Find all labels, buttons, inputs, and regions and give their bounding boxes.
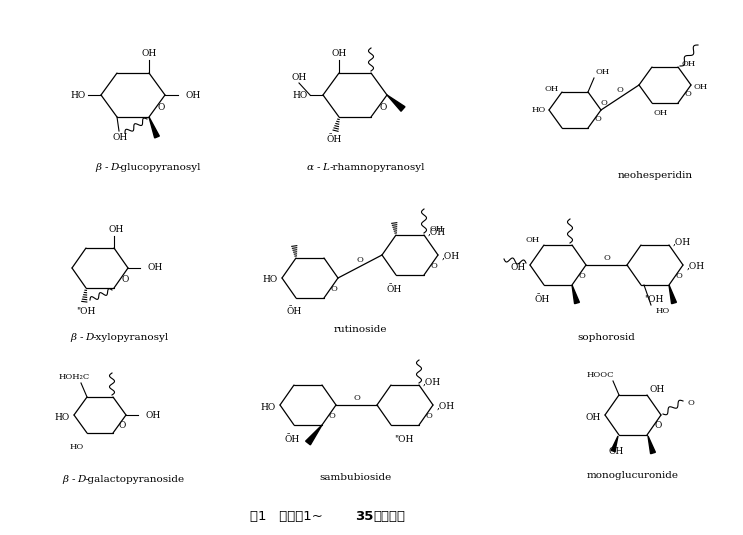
Text: O: O: [600, 99, 608, 107]
Text: OH: OH: [596, 68, 610, 76]
Text: OH: OH: [141, 50, 157, 58]
Text: D: D: [110, 163, 118, 172]
Text: monoglucuronide: monoglucuronide: [587, 470, 679, 479]
Text: OH: OH: [526, 236, 540, 244]
Polygon shape: [572, 285, 580, 304]
Text: HO: HO: [263, 276, 278, 285]
Text: O: O: [380, 103, 386, 111]
Text: O: O: [675, 272, 682, 280]
Polygon shape: [149, 117, 159, 138]
Text: -glucopyranosyl: -glucopyranosyl: [118, 163, 201, 172]
Text: ,OH: ,OH: [442, 251, 460, 261]
Text: O: O: [353, 394, 360, 402]
Polygon shape: [648, 436, 655, 454]
Text: O: O: [684, 90, 691, 98]
Text: O: O: [617, 87, 623, 95]
Text: O: O: [121, 274, 129, 284]
Text: ŌH: ŌH: [386, 285, 402, 294]
Text: ŌH: ŌH: [326, 135, 342, 144]
Text: ŌH: ŌH: [285, 434, 299, 444]
Text: HO: HO: [532, 106, 546, 114]
Text: O: O: [579, 272, 585, 280]
Text: HO: HO: [70, 443, 84, 451]
Text: O: O: [331, 285, 337, 293]
Text: D: D: [77, 475, 85, 484]
Text: "OH: "OH: [77, 308, 96, 317]
Text: O: O: [655, 422, 662, 431]
Text: 的结构式: 的结构式: [373, 509, 405, 523]
Text: ŌH: ŌH: [286, 308, 302, 317]
Text: "OH: "OH: [394, 434, 413, 444]
Text: OH: OH: [585, 412, 601, 422]
Text: O: O: [687, 399, 694, 407]
Text: HOOC: HOOC: [587, 371, 614, 379]
Text: O: O: [357, 256, 363, 264]
Text: ŌH: ŌH: [534, 294, 550, 303]
Polygon shape: [669, 285, 676, 304]
Text: O: O: [430, 262, 438, 270]
Text: β: β: [95, 163, 101, 172]
Text: -: -: [72, 475, 76, 484]
Text: "OH: "OH: [644, 294, 663, 303]
Text: -rhamnopyranosyl: -rhamnopyranosyl: [330, 163, 426, 172]
Text: HO: HO: [656, 307, 670, 315]
Text: neohesperidin: neohesperidin: [617, 171, 692, 180]
Text: sophorosid: sophorosid: [577, 332, 635, 341]
Text: OH: OH: [609, 447, 623, 455]
Text: -: -: [105, 163, 108, 172]
Text: O: O: [426, 412, 432, 420]
Text: rutinoside: rutinoside: [334, 325, 387, 334]
Text: OH: OH: [291, 73, 307, 81]
Text: OH: OH: [186, 90, 201, 100]
Text: OH: OH: [681, 60, 695, 68]
Text: O: O: [594, 115, 601, 123]
Text: O: O: [603, 254, 610, 262]
Text: HOH₂C: HOH₂C: [59, 373, 90, 381]
Text: OH: OH: [146, 410, 161, 419]
Text: OH: OH: [650, 386, 665, 394]
Text: α: α: [307, 163, 314, 172]
Text: OH: OH: [148, 264, 163, 272]
Text: L: L: [322, 163, 329, 172]
Text: O: O: [158, 103, 165, 111]
Text: ,OH: ,OH: [673, 238, 691, 247]
Polygon shape: [305, 425, 322, 445]
Text: O: O: [119, 421, 126, 430]
Text: HO: HO: [261, 402, 276, 411]
Text: ,OH: ,OH: [687, 262, 705, 271]
Polygon shape: [611, 436, 618, 452]
Text: HO: HO: [293, 90, 308, 100]
Text: D: D: [85, 333, 94, 342]
Text: OH: OH: [510, 263, 526, 271]
Text: O: O: [328, 412, 335, 420]
Text: 35: 35: [355, 509, 374, 523]
Text: ,OH: ,OH: [423, 378, 441, 386]
Text: -xylopyranosyl: -xylopyranosyl: [93, 333, 169, 342]
Text: HO: HO: [55, 412, 70, 422]
Text: -galactopyranoside: -galactopyranoside: [85, 475, 185, 484]
Text: ,OH: ,OH: [428, 227, 446, 236]
Text: OH: OH: [108, 225, 123, 234]
Text: ,OH: ,OH: [437, 401, 455, 410]
Text: β: β: [62, 475, 68, 484]
Text: OH: OH: [112, 134, 128, 142]
Text: OH: OH: [694, 83, 708, 91]
Text: HO: HO: [71, 90, 86, 100]
Text: sambubioside: sambubioside: [320, 472, 392, 482]
Text: OH: OH: [331, 50, 347, 58]
Text: β: β: [70, 333, 76, 342]
Polygon shape: [387, 95, 405, 111]
Text: OH: OH: [429, 225, 444, 233]
Text: -: -: [80, 333, 83, 342]
Text: OH: OH: [545, 85, 559, 93]
Text: -: -: [317, 163, 320, 172]
Text: 图1   化合物1~: 图1 化合物1~: [250, 509, 323, 523]
Text: OH: OH: [654, 109, 668, 117]
